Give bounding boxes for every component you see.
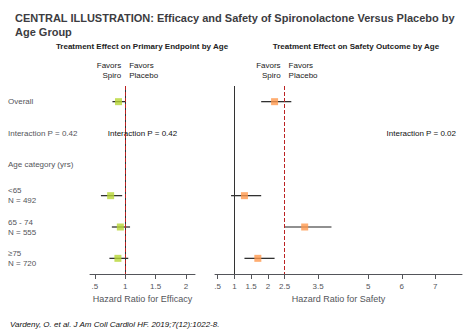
svg-text:3.5: 3.5 <box>313 282 325 291</box>
svg-text:N = 720: N = 720 <box>8 259 37 268</box>
svg-text:Interaction P = 0.02: Interaction P = 0.02 <box>387 129 457 138</box>
svg-text:Vardeny, O. et al. J Am Coll C: Vardeny, O. et al. J Am Coll Cardiol HF.… <box>10 320 219 329</box>
svg-text:.5: .5 <box>214 282 221 291</box>
svg-text:2.5: 2.5 <box>279 282 291 291</box>
svg-text:2: 2 <box>184 282 189 291</box>
svg-text:Interaction P = 0.42: Interaction P = 0.42 <box>108 129 178 138</box>
svg-text:Hazard Ratio for Safety: Hazard Ratio for Safety <box>292 294 386 304</box>
svg-text:CENTRAL ILLUSTRATION: Efficacy: CENTRAL ILLUSTRATION: Efficacy and Safet… <box>15 12 458 24</box>
svg-text:Age Group: Age Group <box>15 26 72 38</box>
svg-text:Placebo: Placebo <box>289 71 318 80</box>
svg-text:Hazard Ratio for Efficacy: Hazard Ratio for Efficacy <box>93 294 193 304</box>
svg-text:Treatment Effect on Primary En: Treatment Effect on Primary Endpoint by … <box>56 42 229 51</box>
svg-text:Spiro: Spiro <box>262 71 281 80</box>
svg-text:1.5: 1.5 <box>246 282 258 291</box>
svg-text:6: 6 <box>400 282 405 291</box>
svg-text:≥75: ≥75 <box>8 249 22 258</box>
svg-text:Favors: Favors <box>97 61 121 70</box>
svg-text:N = 555: N = 555 <box>8 228 37 237</box>
svg-text:1.5: 1.5 <box>150 282 162 291</box>
svg-text:65 - 74: 65 - 74 <box>8 218 33 227</box>
svg-text:Overall: Overall <box>8 97 34 106</box>
svg-text:Spiro: Spiro <box>103 71 122 80</box>
svg-text:<65: <65 <box>8 186 22 195</box>
svg-text:5: 5 <box>366 282 371 291</box>
svg-text:Favors: Favors <box>129 61 153 70</box>
svg-text:1: 1 <box>123 282 128 291</box>
svg-text:Favors: Favors <box>256 61 280 70</box>
svg-text:Placebo: Placebo <box>129 71 158 80</box>
svg-text:Age category (yrs): Age category (yrs) <box>8 160 74 169</box>
svg-text:Favors: Favors <box>289 61 313 70</box>
svg-text:Interaction P = 0.42: Interaction P = 0.42 <box>8 129 78 138</box>
svg-text:N = 492: N = 492 <box>8 196 37 205</box>
svg-text:Treatment Effect on Safety Out: Treatment Effect on Safety Outcome by Ag… <box>273 42 440 51</box>
svg-text:.5: .5 <box>92 282 99 291</box>
svg-text:7: 7 <box>433 282 438 291</box>
svg-text:1: 1 <box>232 282 237 291</box>
svg-text:2: 2 <box>266 282 271 291</box>
